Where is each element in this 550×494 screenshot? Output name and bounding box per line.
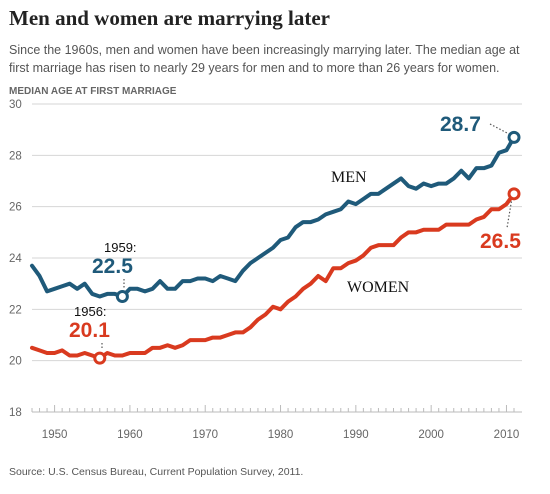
x-tick-label: 2010 (494, 429, 520, 441)
y-tick-label: 18 (9, 407, 22, 419)
annotation-marker-men-2011 (507, 130, 521, 144)
y-axis-label: MEDIAN AGE AT FIRST MARRIAGE (9, 86, 177, 97)
x-tick-label: 2000 (418, 429, 444, 441)
series-label-women: WOMEN (347, 279, 410, 296)
x-tick-label: 1950 (42, 429, 68, 441)
y-tick-label: 30 (9, 99, 22, 111)
y-tick-label: 20 (9, 356, 22, 368)
annotation-value-label: 28.7 (440, 113, 481, 136)
annotation-marker-women-1956 (93, 351, 107, 365)
chart-title: Men and women are marrying later (9, 6, 330, 30)
annotation-leader (489, 123, 510, 135)
y-tick-label: 22 (9, 304, 22, 316)
series-label-men: MEN (331, 169, 367, 186)
series-line-men (30, 135, 516, 299)
annotation-marker-women-2011 (507, 187, 521, 201)
x-tick-label: 1990 (343, 429, 369, 441)
y-tick-label: 26 (9, 202, 22, 214)
chart-subtitle: Since the 1960s, men and women have been… (9, 43, 520, 75)
x-tick-label: 1960 (117, 429, 143, 441)
annotation-leader (506, 197, 513, 229)
annotation-year-label: 1956: (74, 304, 107, 319)
annotation-value-label: 22.5 (92, 255, 133, 278)
source-note: Source: U.S. Census Bureau, Current Popu… (9, 466, 304, 478)
annotation-value-label: 26.5 (480, 230, 521, 253)
x-tick-label: 1980 (268, 429, 294, 441)
x-tick-label: 1970 (192, 429, 218, 441)
series-line-women (30, 191, 516, 361)
y-tick-label: 24 (9, 253, 22, 265)
annotation-value-label: 20.1 (69, 319, 110, 342)
y-tick-label: 28 (9, 150, 22, 162)
annotation-year-label: 1959: (104, 240, 137, 255)
annotation-marker-men-1959 (115, 290, 129, 303)
